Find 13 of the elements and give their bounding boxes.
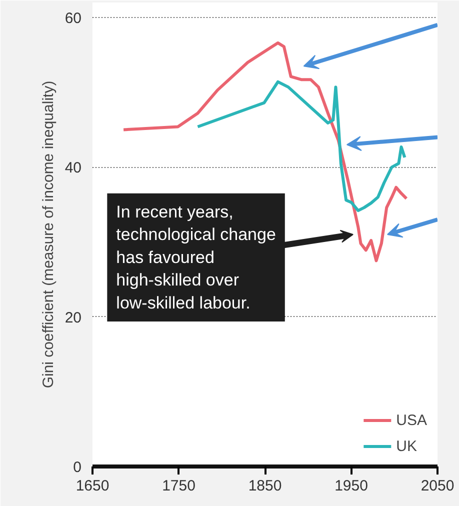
y-axis-title: Gini coefficient (measure of income inequality) [40, 80, 57, 388]
x-tick-label: 1750 [162, 478, 196, 494]
legend-label: UK [396, 438, 417, 454]
x-tick-label: 1850 [248, 478, 282, 494]
y-tick-label: 0 [73, 459, 82, 476]
x-tick-label: 2050 [420, 478, 454, 494]
annotation: In recent years, technological change has favoured high-skilled over low-skilled labour. [116, 202, 276, 313]
legend-label: USA [396, 412, 427, 428]
y-tick-label: 20 [64, 309, 82, 326]
x-tick-label: 1650 [76, 478, 110, 494]
y-tick-label: 60 [64, 10, 82, 27]
y-tick-label: 40 [64, 160, 82, 177]
x-tick-label: 1950 [334, 478, 368, 494]
